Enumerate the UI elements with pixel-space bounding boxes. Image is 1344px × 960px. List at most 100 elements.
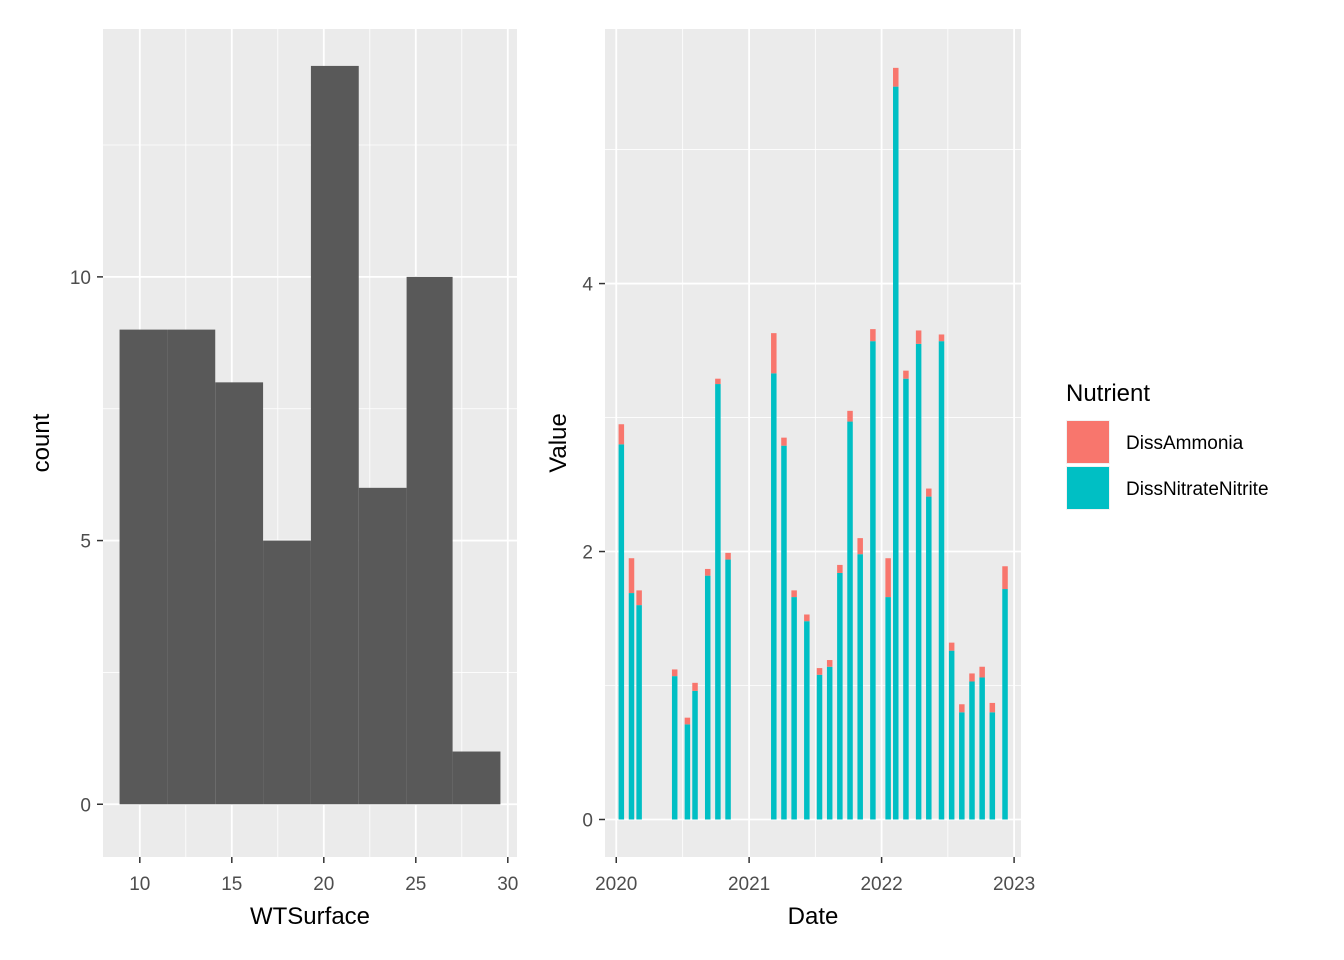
nutrient-panel: 2020 2021 2022 2023 0 2 4 Date Value xyxy=(545,29,1035,930)
histogram-x-tick-label: 30 xyxy=(497,874,518,895)
bar-dissnitratenitrite xyxy=(885,597,891,820)
bar-dissammonia xyxy=(885,558,891,598)
bar-dissammonia xyxy=(870,329,876,342)
histogram-bar xyxy=(119,329,168,805)
histogram-y-tick-label: 5 xyxy=(80,532,91,553)
bar-dissnitratenitrite xyxy=(857,554,863,820)
nutrient-x-tick-label: 2020 xyxy=(595,874,637,895)
histogram-x-tick-label: 25 xyxy=(405,874,426,895)
bar-dissnitratenitrite xyxy=(969,681,975,820)
histogram-bar xyxy=(358,487,407,805)
bar-dissnitratenitrite xyxy=(816,674,823,820)
bar-dissammonia xyxy=(715,378,721,385)
bar-dissnitratenitrite xyxy=(989,712,996,820)
histogram-bar xyxy=(167,329,216,805)
bar-dissnitratenitrite xyxy=(636,605,642,820)
bar-dissammonia xyxy=(926,488,932,497)
nutrient-y-tick-label: 2 xyxy=(582,543,593,564)
bar-dissnitratenitrite xyxy=(948,650,955,820)
bar-dissammonia xyxy=(903,370,909,379)
bar-dissammonia xyxy=(826,660,833,667)
bar-dissnitratenitrite xyxy=(847,421,853,820)
nutrient-x-tick-label: 2022 xyxy=(860,874,902,895)
legend: Nutrient DissAmmonia DissNitrateNitrite xyxy=(1066,380,1269,510)
bar-dissnitratenitrite xyxy=(915,343,922,820)
bar-dissnitratenitrite xyxy=(837,572,843,820)
histogram-x-tick-label: 20 xyxy=(313,874,334,895)
bar-dissammonia xyxy=(969,673,975,682)
histogram-x-tick-label: 15 xyxy=(221,874,242,895)
bar-dissammonia xyxy=(837,564,843,573)
nutrient-x-tick-label: 2023 xyxy=(993,874,1035,895)
histogram-tick-labels: 10 15 20 25 30 0 5 10 xyxy=(70,268,519,895)
bar-dissammonia xyxy=(636,590,642,606)
nutrient-tick-labels: 2020 2021 2022 2023 0 2 4 xyxy=(582,275,1035,895)
nutrient-bars xyxy=(618,67,1008,820)
bar-dissammonia xyxy=(804,614,810,622)
legend-key-swatch xyxy=(1067,467,1109,509)
bar-dissnitratenitrite xyxy=(903,378,909,820)
bar-dissammonia xyxy=(938,334,945,342)
bar-dissammonia xyxy=(684,717,691,725)
bar-dissnitratenitrite xyxy=(926,496,932,820)
bar-dissammonia xyxy=(725,552,731,560)
bar-dissammonia xyxy=(704,568,711,576)
bar-dissammonia xyxy=(915,330,922,344)
bar-dissnitratenitrite xyxy=(684,724,691,820)
nutrient-y-axis-title: Value xyxy=(545,413,572,473)
bar-dissammonia xyxy=(948,642,955,651)
nutrient-gridlines xyxy=(605,29,1021,857)
bar-dissammonia xyxy=(816,668,823,675)
bar-dissammonia xyxy=(671,669,678,677)
histogram-y-tick-label: 0 xyxy=(80,795,91,816)
nutrient-y-tick-label: 4 xyxy=(582,275,593,296)
histogram-x-axis-title: WTSurface xyxy=(250,903,370,930)
bar-dissammonia xyxy=(771,333,777,374)
bar-dissammonia xyxy=(847,410,853,422)
histogram-bar xyxy=(215,382,264,805)
legend-title: Nutrient xyxy=(1066,380,1150,407)
bar-dissnitratenitrite xyxy=(959,712,965,820)
bar-dissammonia xyxy=(628,558,635,594)
histogram-bar xyxy=(406,276,453,805)
bar-dissnitratenitrite xyxy=(771,373,777,820)
bar-dissnitratenitrite xyxy=(692,690,698,820)
bar-dissnitratenitrite xyxy=(725,559,731,820)
bar-dissnitratenitrite xyxy=(870,341,876,820)
histogram-x-tick-label: 10 xyxy=(129,874,150,895)
nutrient-x-axis-title: Date xyxy=(788,903,839,930)
bar-dissammonia xyxy=(959,704,965,713)
bar-dissammonia xyxy=(781,437,787,446)
histogram-y-axis-title: count xyxy=(28,413,55,472)
bar-dissnitratenitrite xyxy=(618,444,625,820)
histogram-bars xyxy=(119,65,501,805)
bar-dissammonia xyxy=(857,538,863,555)
bar-dissammonia xyxy=(893,67,899,87)
bar-dissnitratenitrite xyxy=(979,677,985,820)
nutrient-x-tick-label: 2021 xyxy=(728,874,770,895)
bar-dissammonia xyxy=(979,666,985,678)
bar-dissnitratenitrite xyxy=(781,445,787,820)
bar-dissammonia xyxy=(618,424,625,445)
legend-label: DissAmmonia xyxy=(1126,433,1244,454)
bar-dissammonia xyxy=(989,702,996,713)
histogram-bar xyxy=(310,65,359,805)
bar-dissammonia xyxy=(692,682,698,691)
bar-dissnitratenitrite xyxy=(826,666,833,820)
nutrient-y-tick-label: 0 xyxy=(582,810,593,831)
bar-dissnitratenitrite xyxy=(804,621,810,820)
bar-dissnitratenitrite xyxy=(628,593,635,820)
legend-label: DissNitrateNitrite xyxy=(1126,479,1269,500)
bar-dissammonia xyxy=(1002,566,1008,590)
bar-dissnitratenitrite xyxy=(704,575,711,820)
bar-dissnitratenitrite xyxy=(893,86,899,820)
histogram-bar xyxy=(452,751,501,805)
bar-dissnitratenitrite xyxy=(671,676,678,820)
histogram-y-tick-label: 10 xyxy=(70,268,91,289)
bar-dissammonia xyxy=(791,590,797,598)
legend-key-swatch xyxy=(1067,421,1109,463)
legend-items: DissAmmonia DissNitrateNitrite xyxy=(1066,420,1269,510)
bar-dissnitratenitrite xyxy=(715,384,721,820)
histogram-bar xyxy=(263,540,311,805)
